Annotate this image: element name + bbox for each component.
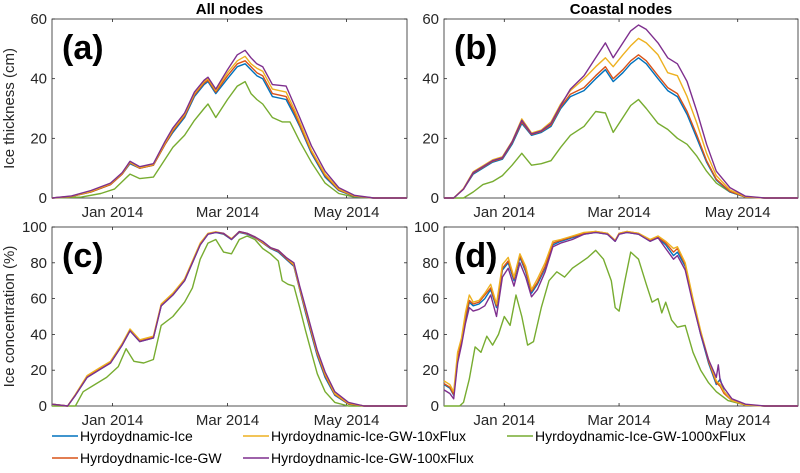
y-tick-label: 20 — [30, 362, 47, 379]
y-tick-label: 20 — [422, 362, 439, 379]
series-line-hyrdoydnamic-ice-gw-100xflux — [51, 49, 407, 199]
x-tick-label: May 2014 — [705, 412, 771, 429]
x-tick-label: Mar 2014 — [587, 204, 650, 221]
series-line-hyrdoydnamic-ice-gw-100xflux — [443, 231, 798, 407]
x-tick-label: Mar 2014 — [196, 412, 259, 429]
y-tick-label: 40 — [30, 71, 47, 88]
x-tick-label: Jan 2014 — [82, 412, 144, 429]
y-tick-label: 60 — [30, 291, 47, 308]
legend: Hyrdoydnamic-Ice Hyrdoydnamic-Ice-GW-10xF… — [52, 428, 746, 466]
x-tick-label: Jan 2014 — [82, 204, 144, 221]
legend-item: Hyrdoydnamic-Ice — [52, 428, 193, 444]
panel-label: (c) — [62, 237, 104, 275]
y-tick-label: 20 — [30, 130, 47, 147]
series-line-hyrdoydnamic-ice-gw-1000xflux — [444, 249, 798, 407]
x-tick-label: Jan 2014 — [473, 412, 535, 429]
series-line-hyrdoydnamic-ice-gw-1000xflux — [51, 80, 407, 199]
y-tick-label: 20 — [422, 130, 439, 147]
series-line-hyrdoydnamic-ice-gw-1000xflux — [444, 98, 798, 199]
y-tick-label: 60 — [422, 11, 439, 28]
panel-b: 0 20 40 60 Jan 2014 Mar 2014 May 2014 (b) Coasta… — [422, 1, 799, 221]
panel-label: (d) — [454, 237, 497, 275]
axes-box — [51, 18, 408, 199]
panel-a: 0 20 40 60 Jan 2014 Mar 2014 May 2014 (a) All no… — [1, 1, 408, 221]
x-tick-label: Mar 2014 — [196, 204, 259, 221]
y-tick-label: 0 — [431, 190, 439, 207]
y-tick-label: 60 — [422, 291, 439, 308]
axes-box — [443, 18, 799, 199]
legend-item: Hyrdoydnamic-Ice-GW — [52, 450, 222, 466]
legend-label: Hyrdoydnamic-Ice — [80, 428, 193, 444]
legend-item: Hyrdoydnamic-Ice-GW-1000xFlux — [507, 428, 746, 444]
axes-box — [51, 226, 408, 407]
y-tick-label: 0 — [39, 398, 47, 415]
y-tick-label: 0 — [39, 190, 47, 207]
series-line-hyrdoydnamic-ice-gw-100xflux — [51, 230, 407, 407]
y-tick-label: 60 — [30, 11, 47, 28]
series-line-hyrdoydnamic-ice-gw-10xflux — [444, 37, 798, 199]
y-tick-label: 100 — [22, 219, 47, 236]
legend-label: Hyrdoydnamic-Ice-GW-1000xFlux — [535, 428, 746, 444]
axes-box — [443, 226, 799, 407]
y-tick-label: 0 — [431, 398, 439, 415]
y-tick-label: 40 — [422, 326, 439, 343]
panel-c: 0 20 40 60 80 100 Jan 2014 Mar 2014 May 2014 (c) I… — [1, 219, 408, 429]
series-line-hyrdoydnamic-ice-gw-100xflux — [444, 24, 798, 199]
series-line-hyrdoydnamic-ice-gw-1000xflux — [52, 235, 407, 407]
y-axis-label: Ice concentration (%) — [1, 246, 18, 388]
x-tick-label: May 2014 — [314, 204, 380, 221]
x-tick-label: May 2014 — [705, 204, 771, 221]
panel-title: Coastal nodes — [570, 1, 673, 18]
y-axis-label: Ice thickness (cm) — [1, 48, 18, 169]
panel-d: 0 20 40 60 80 100 Jan 2014 Mar 2014 May 2014 (d) — [414, 219, 799, 429]
y-tick-label: 80 — [30, 255, 47, 272]
panel-label: (a) — [62, 29, 104, 67]
x-tick-label: May 2014 — [314, 412, 380, 429]
x-tick-label: Jan 2014 — [473, 204, 535, 221]
y-tick-label: 40 — [30, 326, 47, 343]
y-tick-label: 100 — [414, 219, 439, 236]
legend-label: Hyrdoydnamic-Ice-GW-10xFlux — [271, 428, 466, 444]
legend-label: Hyrdoydnamic-Ice-GW-100xFlux — [271, 450, 474, 466]
panel-title: All nodes — [196, 1, 264, 18]
x-tick-label: Mar 2014 — [587, 412, 650, 429]
legend-label: Hyrdoydnamic-Ice-GW — [80, 450, 222, 466]
panel-label: (b) — [454, 29, 497, 67]
y-tick-label: 40 — [422, 71, 439, 88]
y-tick-label: 80 — [422, 255, 439, 272]
series-line-hyrdoydnamic-ice — [444, 57, 798, 199]
legend-item: Hyrdoydnamic-Ice-GW-100xFlux — [243, 450, 474, 466]
legend-item: Hyrdoydnamic-Ice-GW-10xFlux — [243, 428, 466, 444]
